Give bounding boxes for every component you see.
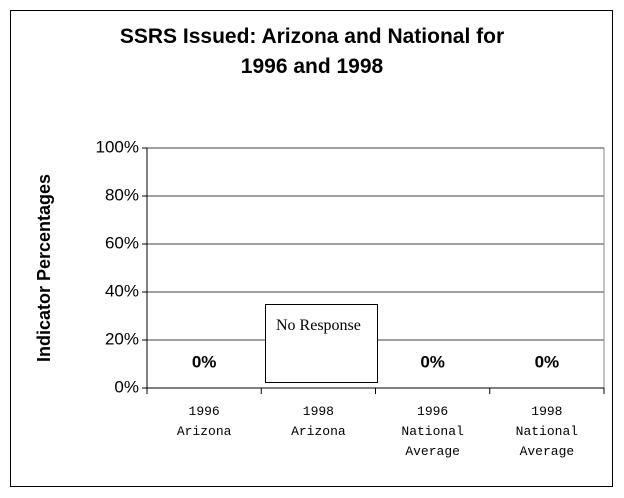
annotation: No Response [265,304,378,383]
y-tick-label: 80% [105,185,139,204]
chart-title: SSRS Issued: Arizona and National for 19… [119,25,505,78]
chart-frame [10,10,613,487]
y-tick-label: 20% [105,329,139,348]
y-tick-label: 60% [105,233,139,252]
y-tick-label: 100% [96,137,139,156]
x-tick-label: 1998 National Average [515,404,579,459]
value-label: 0% [192,352,217,371]
y-tick-label: 0% [114,377,139,396]
y-tick-label: 40% [105,281,139,300]
x-tick-label: 1998 Arizona [291,404,346,439]
value-label: 0% [535,352,560,371]
value-label: 0% [420,352,445,371]
x-tick-label: 1996 National Average [401,404,464,459]
x-tick-label: 1996 Arizona [176,404,232,439]
y-axis-label: Indicator Percentages [34,174,54,362]
